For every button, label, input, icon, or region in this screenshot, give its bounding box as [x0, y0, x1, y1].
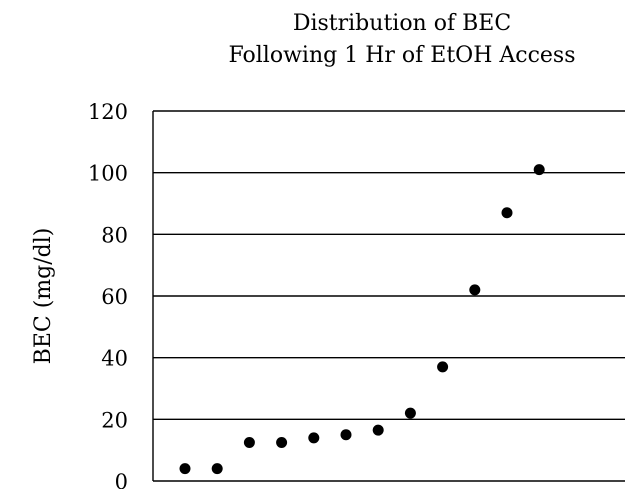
data-point: [276, 436, 288, 448]
chart-title-line-2: Following 1 Hr of EtOH Access: [228, 43, 575, 68]
y-tick-label: 40: [101, 347, 128, 371]
axis-layer: 0 20 40 60 80 100 120: [88, 100, 625, 493]
y-tick-label: 0: [115, 470, 128, 489]
chart-title-line-1: Distribution of BEC: [293, 11, 511, 36]
data-point: [404, 407, 416, 419]
data-point: [243, 436, 255, 448]
data-point: [469, 284, 481, 296]
y-tick-label: 120: [88, 100, 128, 124]
data-point: [211, 463, 223, 475]
y-tick-label: 100: [88, 162, 128, 186]
data-point: [437, 361, 449, 373]
data-point: [501, 207, 513, 219]
y-tick-label: 80: [101, 223, 128, 247]
data-point: [372, 424, 384, 436]
y-tick-label: 20: [101, 408, 128, 432]
data-point: [340, 429, 352, 441]
y-axis-label: BEC (mg/dl): [31, 228, 56, 365]
data-point: [179, 463, 191, 475]
data-points: [179, 164, 545, 475]
data-point: [533, 164, 545, 176]
data-point: [308, 432, 320, 444]
y-tick-label: 60: [101, 285, 128, 309]
